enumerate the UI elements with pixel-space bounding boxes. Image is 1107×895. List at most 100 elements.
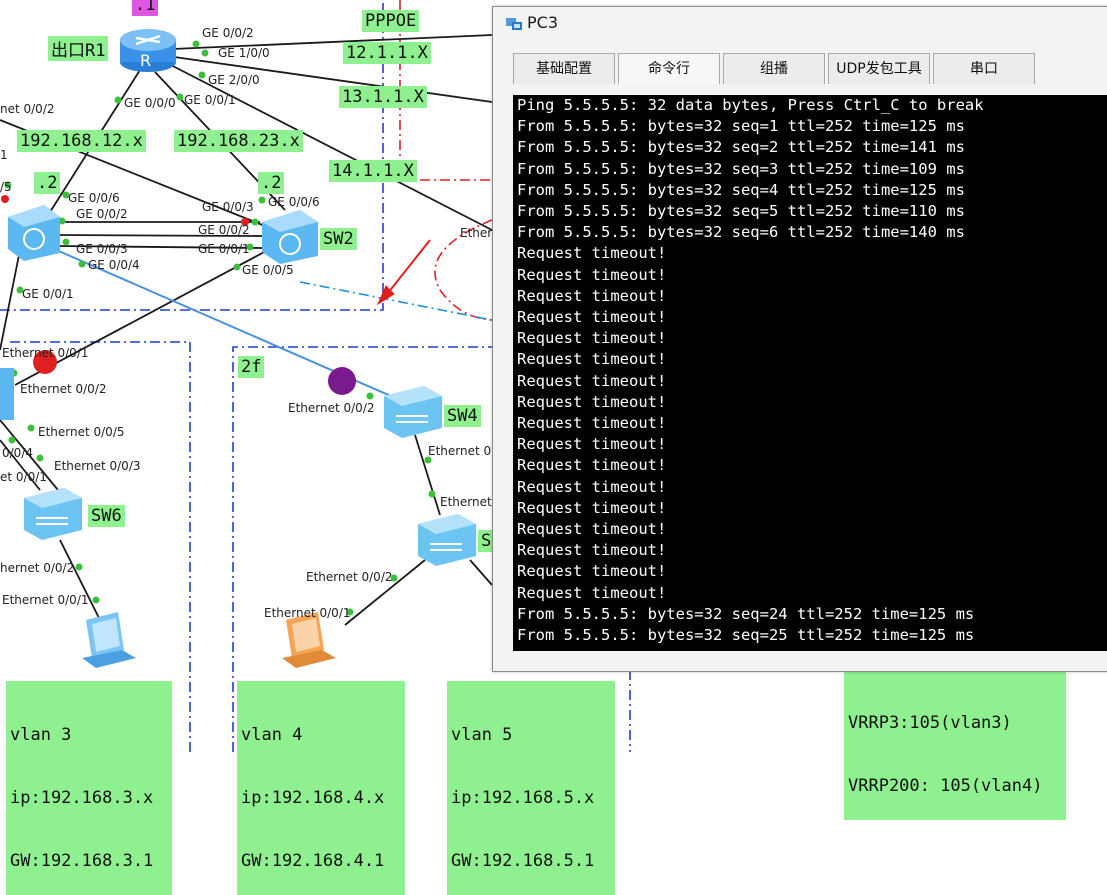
- console-line: From 5.5.5.5: bytes=32 seq=2 ttl=252 tim…: [517, 138, 965, 157]
- tab-command-line[interactable]: 命令行: [618, 53, 720, 84]
- window-title: PC3: [527, 13, 558, 32]
- console-line: Request timeout!: [517, 520, 667, 539]
- sw4-label: SW4: [444, 405, 481, 427]
- vlan4-name: vlan 4: [241, 725, 303, 745]
- core-switch-1-icon[interactable]: [8, 205, 60, 261]
- vlan5-ip: ip:192.168.5.x: [451, 788, 595, 808]
- port-label: GE 0/0/0: [124, 96, 176, 110]
- down-port-dot: [241, 218, 249, 226]
- area-2f-label: 2f: [238, 356, 265, 378]
- sw1-ip-suffix: .2: [34, 172, 61, 194]
- vlan4-gw: GW:192.168.4.1: [241, 851, 385, 871]
- pppoe-label: PPPOE: [362, 10, 420, 32]
- window-titlebar[interactable]: PC3: [493, 7, 1107, 41]
- port-label: Ethernet 0/0/3: [54, 459, 141, 473]
- port-label: GE 0/0/1: [184, 93, 236, 107]
- port-label: Ethernet 0/0/2: [288, 401, 375, 415]
- pc3-window[interactable]: PC3 基础配置 命令行 组播 UDP发包工具 串口 Ping 5.5.5.5:…: [492, 6, 1107, 672]
- down-port-dot: [33, 350, 57, 374]
- port-label: GE 0/0/2: [76, 207, 128, 221]
- port-label: Ethernet 0/0/5: [38, 425, 125, 439]
- port-label: 0/0/4: [2, 446, 33, 460]
- console-line: Request timeout!: [517, 456, 667, 475]
- vlan3-info: vlan 3 ip:192.168.3.x GW:192.168.3.1: [6, 681, 172, 895]
- port-label: GE 0/0/1: [198, 242, 250, 256]
- vlan5-name: vlan 5: [451, 725, 513, 745]
- port-label: GE 0/0/3: [202, 200, 254, 214]
- console-line: Request timeout!: [517, 477, 667, 496]
- port-label: GE 0/0/6: [68, 191, 120, 205]
- console-line: From 5.5.5.5: bytes=32 seq=25 ttl=252 ti…: [517, 626, 975, 645]
- svg-text:R: R: [140, 51, 151, 70]
- console-line: From 5.5.5.5: bytes=32 seq=24 ttl=252 ti…: [517, 604, 975, 623]
- console-line: Request timeout!: [517, 541, 667, 560]
- console-line: Request timeout!: [517, 583, 667, 602]
- router-icon[interactable]: R: [118, 20, 178, 74]
- sw4-switch-icon[interactable]: [384, 386, 442, 438]
- port-label: GE 0/0/6: [268, 195, 320, 209]
- sw6-label: SW6: [88, 505, 125, 527]
- console-line: From 5.5.5.5: bytes=32 seq=1 ttl=252 tim…: [517, 117, 965, 136]
- console-line: Request timeout!: [517, 244, 667, 263]
- console-line: Request timeout!: [517, 414, 667, 433]
- command-console[interactable]: Ping 5.5.5.5: 32 data bytes, Press Ctrl_…: [513, 95, 1107, 651]
- port-label: /5: [0, 180, 12, 194]
- console-line: Request timeout!: [517, 371, 667, 390]
- port-label: GE 0/0/3: [76, 242, 128, 256]
- pc-vlan4-icon[interactable]: [282, 610, 336, 670]
- console-line: From 5.5.5.5: bytes=32 seq=3 ttl=252 tim…: [517, 159, 965, 178]
- console-line: Request timeout!: [517, 350, 667, 369]
- port-label: Ethernet 0/0/1: [2, 346, 89, 360]
- console-line: Request timeout!: [517, 392, 667, 411]
- tab-serial[interactable]: 串口: [933, 53, 1035, 84]
- vlan4-info: vlan 4 ip:192.168.4.x GW:192.168.4.1: [237, 681, 405, 895]
- vlan3-ip: ip:192.168.3.x: [10, 788, 154, 808]
- port-label: 1: [0, 148, 8, 162]
- vrrp-line-1: VRRP3:105(vlan3): [848, 713, 1012, 733]
- vlan5-gw: GW:192.168.5.1: [451, 851, 595, 871]
- sw2-ip-suffix: .2: [258, 172, 285, 194]
- port-label: Ethernet 0/0/2: [20, 382, 107, 396]
- console-line: Request timeout!: [517, 562, 667, 581]
- pc-icon: [505, 15, 523, 33]
- tab-udp-tool[interactable]: UDP发包工具: [828, 53, 930, 84]
- tab-basic-config[interactable]: 基础配置: [513, 53, 615, 84]
- console-line: Request timeout!: [517, 329, 667, 348]
- down-port-dot: [1, 195, 9, 203]
- port-label: GE 2/0/0: [208, 73, 260, 87]
- sw2-label: SW2: [320, 228, 357, 250]
- console-line: Request timeout!: [517, 435, 667, 454]
- vlan5-info: vlan 5 ip:192.168.5.x GW:192.168.5.1: [447, 681, 615, 895]
- router-name: 出口R1: [48, 36, 109, 61]
- console-line: Request timeout!: [517, 308, 667, 327]
- console-line: Request timeout!: [517, 265, 667, 284]
- port-label: Ethernet 0/0/1: [264, 606, 351, 620]
- port-label: GE 0/0/1: [22, 287, 74, 301]
- purple-port-dot: [328, 367, 356, 395]
- port-label: GE 1/0/0: [218, 46, 270, 60]
- port-label: GE 0/0/4: [88, 258, 140, 272]
- port-label: GE 0/0/2: [202, 26, 254, 40]
- vrrp-info: VRRP3:105(vlan3) VRRP200: 105(vlan4): [844, 669, 1066, 820]
- net-192-23-label: 192.168.23.x: [174, 130, 303, 152]
- port-dots: [4, 40, 436, 616]
- pc-vlan3-icon[interactable]: [82, 610, 136, 670]
- vlan4-ip: ip:192.168.4.x: [241, 788, 385, 808]
- port-label: GE 0/0/5: [242, 263, 294, 277]
- core-switch-2-icon[interactable]: [262, 210, 318, 264]
- console-line: From 5.5.5.5: bytes=32 seq=6 ttl=252 tim…: [517, 223, 965, 242]
- console-line: Request timeout!: [517, 286, 667, 305]
- console-line: From 5.5.5.5: bytes=32 seq=4 ttl=252 tim…: [517, 180, 965, 199]
- sw5-switch-icon[interactable]: [418, 514, 476, 566]
- net-12-label: 12.1.1.X: [343, 42, 431, 64]
- sw6-switch-icon[interactable]: [24, 488, 82, 540]
- port-label: net 0/0/2: [0, 102, 55, 116]
- router-ip-suffix: .1: [132, 0, 159, 16]
- port-label: Ethernet: [440, 495, 492, 509]
- port-label: Ethernet 0: [428, 444, 492, 458]
- tab-multicast[interactable]: 组播: [723, 53, 825, 84]
- net-192-12-label: 192.168.12.x: [17, 130, 146, 152]
- port-label: Ethernet 0/0/1: [2, 593, 89, 607]
- access-switch-icon[interactable]: [0, 368, 14, 420]
- port-label: GE 0/0/2: [198, 223, 250, 237]
